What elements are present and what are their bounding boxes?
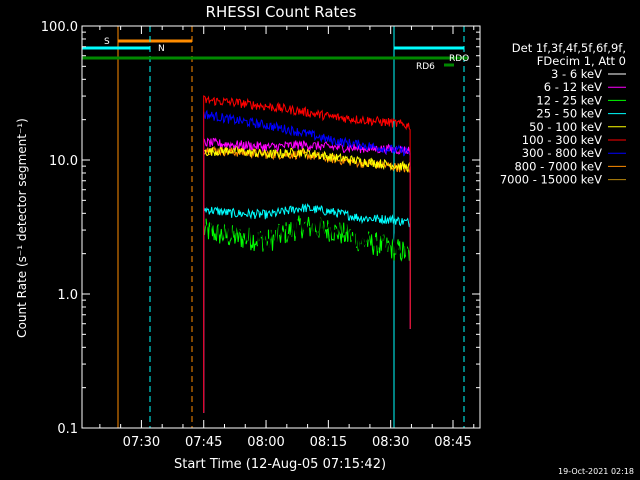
legend-entry-label: 12 - 25 keV bbox=[536, 93, 602, 107]
x-tick-label: 08:30 bbox=[372, 435, 409, 450]
instrument-overlays: S N RDO RD6 bbox=[82, 26, 469, 428]
x-tick-label: 07:45 bbox=[185, 435, 222, 450]
overlay-rdo-label: RDO bbox=[449, 54, 469, 64]
footer-timestamp: 19-Oct-2021 02:18 bbox=[558, 467, 634, 476]
y-tick-label: 100.0 bbox=[41, 20, 78, 35]
series-line-5 bbox=[203, 95, 411, 413]
legend-entry-label: 800 - 7000 keV bbox=[514, 159, 602, 173]
legend: Det 1f,3f,4f,5f,6f,9f,FDecim 1, Att 03 -… bbox=[500, 41, 626, 187]
overlay-s-label: S bbox=[104, 37, 110, 47]
y-tick-label: 0.1 bbox=[57, 422, 78, 437]
series-line-3 bbox=[203, 202, 411, 413]
chart-title: RHESSI Count Rates bbox=[206, 3, 357, 21]
y-axis-label: Count Rate (s⁻¹ detector segment⁻¹) bbox=[15, 118, 29, 338]
overlay-n-label: N bbox=[158, 44, 165, 54]
legend-entry-label: 50 - 100 keV bbox=[529, 120, 602, 134]
legend-entry-label: 25 - 50 keV bbox=[536, 107, 602, 121]
y-tick-label: 10.0 bbox=[49, 154, 78, 169]
legend-entry-label: 100 - 300 keV bbox=[522, 133, 602, 147]
x-tick-label: 08:15 bbox=[310, 435, 347, 450]
plot-frame bbox=[81, 25, 481, 429]
x-axis-label: Start Time (12-Aug-05 07:15:42) bbox=[174, 457, 386, 472]
legend-entry-label: 3 - 6 keV bbox=[551, 67, 602, 81]
axes-group: 0.1 1.0 10.0 100.0 07:30 07:45 08:00 08:15 08:30… bbox=[41, 20, 480, 450]
series-line-4 bbox=[203, 144, 411, 413]
legend-entry-label: 6 - 12 keV bbox=[544, 80, 602, 94]
legend-entry-label: 300 - 800 keV bbox=[522, 146, 602, 160]
series-line-0 bbox=[203, 208, 411, 413]
legend-header-line: FDecim 1, Att 0 bbox=[537, 54, 626, 68]
series-group bbox=[203, 95, 411, 413]
series-line-6 bbox=[203, 109, 411, 413]
x-tick-label: 07:30 bbox=[123, 435, 160, 450]
x-tick-label: 08:00 bbox=[247, 435, 284, 450]
legend-header-line: Det 1f,3f,4f,5f,6f,9f, bbox=[512, 41, 626, 55]
y-tick-label: 1.0 bbox=[57, 288, 78, 303]
legend-entry-label: 7000 - 15000 keV bbox=[500, 173, 602, 187]
overlay-rd6-label: RD6 bbox=[416, 62, 435, 72]
x-tick-label: 08:45 bbox=[434, 435, 471, 450]
